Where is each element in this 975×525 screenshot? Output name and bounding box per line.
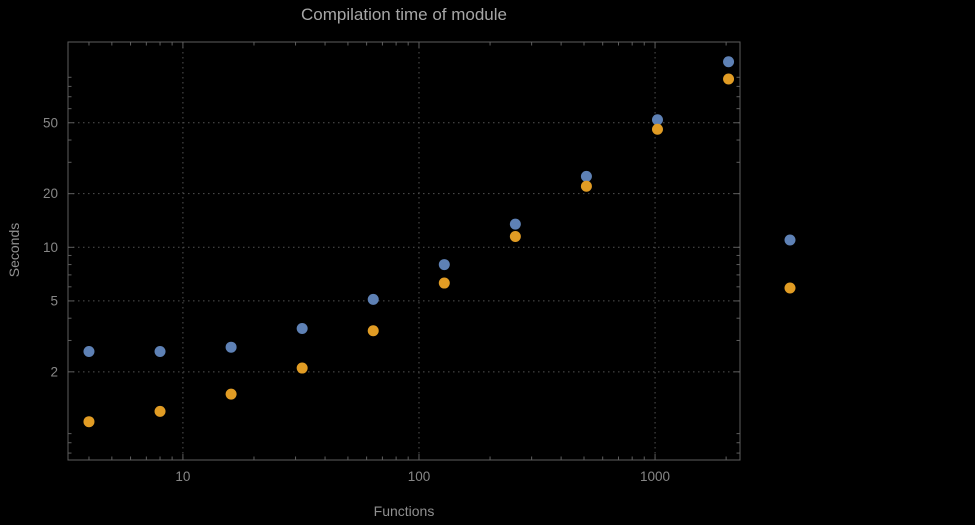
data-point-blue-series (651, 114, 663, 126)
data-point-orange-series (651, 123, 663, 135)
data-point-blue-series (580, 170, 592, 182)
x-axis-label: Functions (373, 503, 435, 519)
chart-title: Compilation time of module (301, 5, 507, 24)
data-point-orange-series (296, 362, 308, 374)
data-point-orange-series (83, 416, 95, 428)
data-point-blue-series (154, 346, 166, 358)
data-point-orange-series (438, 277, 450, 289)
data-point-blue-series (367, 293, 379, 305)
data-point-blue-series (723, 56, 735, 68)
x-tick-label: 100 (408, 469, 431, 484)
x-tick-label: 1000 (640, 469, 670, 484)
x-tick-label: 10 (175, 469, 190, 484)
data-point-orange-series (580, 180, 592, 192)
legend-marker (784, 234, 796, 246)
data-point-orange-series (154, 405, 166, 417)
data-point-blue-series (225, 341, 237, 353)
y-axis-label: Seconds (6, 222, 22, 278)
y-tick-label: 5 (50, 293, 58, 308)
data-point-blue-series (438, 259, 450, 271)
legend-marker (784, 282, 796, 294)
data-point-blue-series (296, 323, 308, 335)
y-tick-label: 2 (50, 364, 58, 379)
data-point-blue-series (83, 346, 95, 358)
data-point-orange-series (225, 388, 237, 400)
data-point-orange-series (509, 230, 521, 242)
plot-frame (67, 41, 741, 461)
data-point-orange-series (367, 325, 379, 337)
y-tick-label: 10 (43, 240, 58, 255)
y-tick-label: 20 (43, 186, 58, 201)
data-point-orange-series (723, 73, 735, 85)
data-point-blue-series (509, 218, 521, 230)
y-tick-label: 50 (43, 115, 58, 130)
